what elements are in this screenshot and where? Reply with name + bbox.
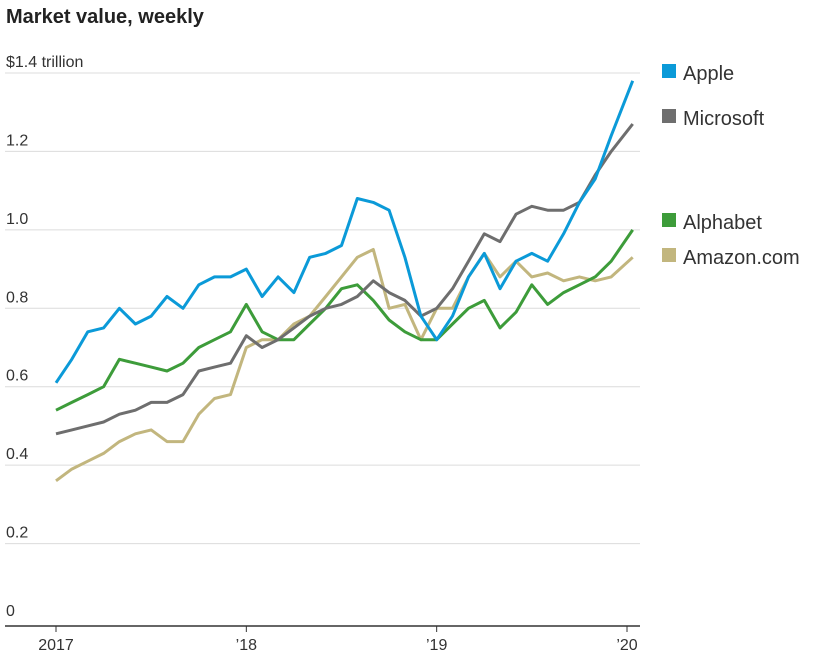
legend-label-microsoft: Microsoft [683, 108, 765, 130]
y-tick-label: $1.4 trillion [6, 54, 83, 71]
legend-swatch-microsoft [662, 109, 676, 123]
y-tick-label: 0 [6, 603, 15, 620]
series-line-alphabet [55, 229, 634, 412]
y-tick-label: 0.6 [6, 368, 28, 385]
series-line-amazon-com [55, 248, 634, 483]
legend-label-amazon-com: Amazon.com [683, 247, 800, 269]
y-tick-label: 0.4 [6, 446, 28, 463]
legend-swatch-alphabet [662, 213, 676, 227]
y-tick-label: 1.0 [6, 211, 28, 228]
y-tick-label: 0.2 [6, 525, 28, 542]
legend-label-apple: Apple [683, 63, 734, 85]
x-tick-label: ’18 [236, 637, 257, 654]
chart-title: Market value, weekly [6, 6, 204, 28]
series-line-apple [54, 80, 635, 384]
series-line-microsoft [55, 123, 634, 436]
legend-swatch-amazon-com [662, 248, 676, 262]
legend-label-alphabet: Alphabet [683, 212, 762, 234]
y-tick-label: 1.2 [6, 132, 28, 149]
legend-swatch-apple [662, 64, 676, 78]
x-tick-label: 2017 [38, 637, 74, 654]
x-tick-label: ’20 [616, 637, 637, 654]
x-tick-label: ’19 [426, 637, 447, 654]
y-tick-label: 0.8 [6, 289, 28, 306]
